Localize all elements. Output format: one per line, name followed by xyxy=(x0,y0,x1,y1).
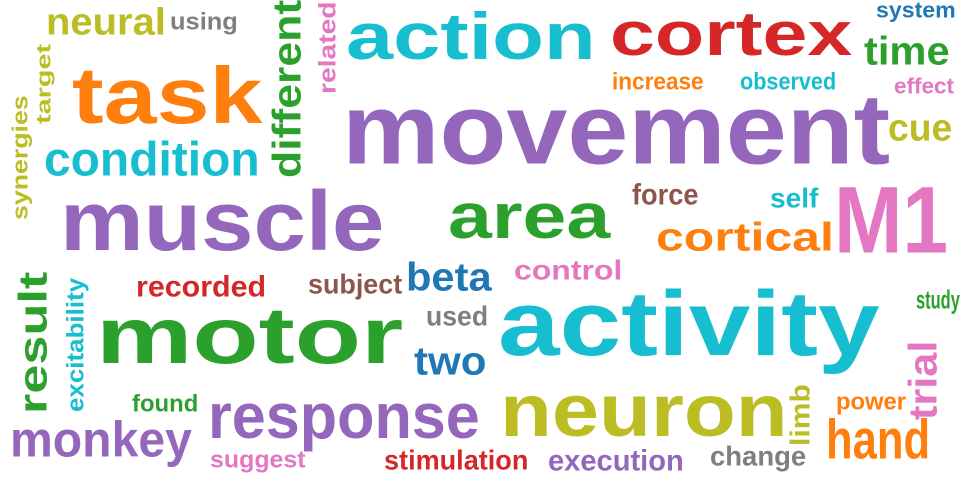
word-observed: observed xyxy=(740,67,837,96)
word-different: different xyxy=(264,0,310,178)
word-excitability: excitability xyxy=(61,277,90,412)
word-trial: trial xyxy=(900,340,946,420)
word-m1: M1 xyxy=(834,168,949,274)
word-limb: limb xyxy=(785,384,816,446)
word-cortical: cortical xyxy=(656,214,834,260)
word-effect: effect xyxy=(894,74,954,100)
word-stimulation: stimulation xyxy=(384,445,529,476)
word-task: task xyxy=(72,50,263,141)
word-cortex: cortex xyxy=(610,0,853,70)
word-area: area xyxy=(448,181,611,253)
word-movement: movement xyxy=(342,74,891,186)
word-increase: increase xyxy=(612,67,704,96)
word-condition: condition xyxy=(44,132,260,187)
word-system: system xyxy=(876,0,956,24)
word-response: response xyxy=(208,381,480,453)
word-suggest: suggest xyxy=(210,445,306,474)
word-monkey: monkey xyxy=(10,410,192,468)
word-cue: cue xyxy=(888,106,953,150)
word-time: time xyxy=(864,28,950,74)
word-action: action xyxy=(346,0,596,74)
word-subject: subject xyxy=(308,269,403,300)
word-activity: activity xyxy=(498,271,880,375)
word-used: used xyxy=(426,301,489,332)
word-power: power xyxy=(836,387,907,416)
word-self: self xyxy=(770,183,819,214)
word-result: result xyxy=(10,271,56,414)
word-using: using xyxy=(170,7,238,36)
word-force: force xyxy=(632,177,699,212)
word-neuron: neuron xyxy=(500,369,788,453)
word-execution: execution xyxy=(548,443,684,478)
word-neural: neural xyxy=(46,0,166,44)
word-motor: motor xyxy=(96,290,404,381)
word-change: change xyxy=(710,441,807,472)
word-found: found xyxy=(132,389,199,418)
word-two: two xyxy=(414,338,487,384)
word-control: control xyxy=(514,255,623,286)
word-related: related xyxy=(313,1,342,94)
word-muscle: muscle xyxy=(60,174,385,269)
word-study: study xyxy=(916,285,960,316)
word-target: target xyxy=(31,43,56,124)
word-hand: hand xyxy=(826,407,931,471)
word-recorded: recorded xyxy=(136,269,267,304)
word-synergies: synergies xyxy=(8,95,34,220)
word-beta: beta xyxy=(406,254,492,300)
